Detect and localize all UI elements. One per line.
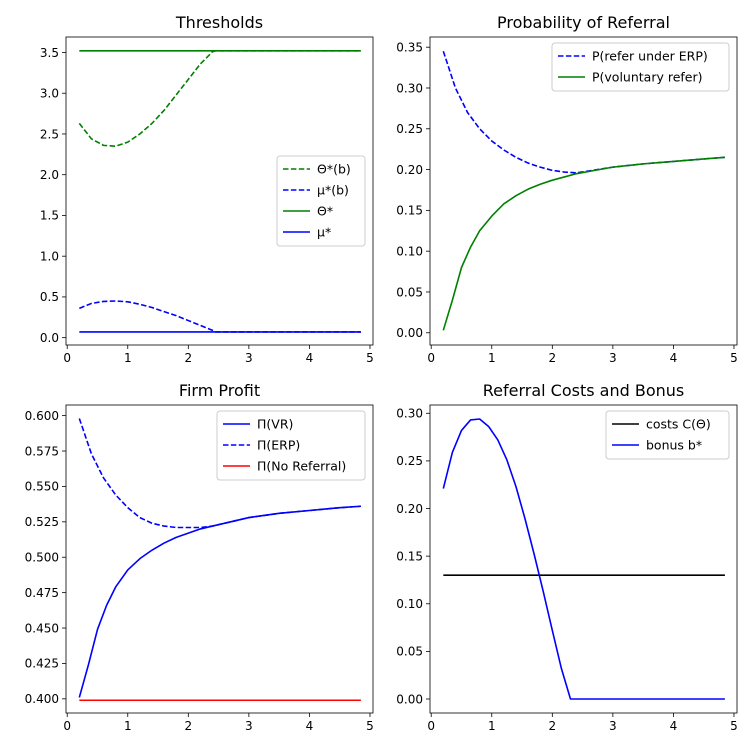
subplot-referral-costs-and-bonus: Referral Costs and Bonus 0 1 2 3 4 5 0.00 0.05 0…	[396, 381, 738, 733]
y-tick-label: 0.05	[396, 645, 423, 659]
x-tick-label: 3	[609, 719, 617, 733]
x-tick-label: 3	[245, 351, 253, 365]
y-tick-label: 0.400	[25, 692, 59, 706]
x-tick-label: 1	[124, 719, 132, 733]
chart-title: Thresholds	[175, 13, 263, 32]
y-tick-label: 0.600	[25, 409, 59, 423]
x-tick-label: 4	[306, 719, 314, 733]
axes-frame	[429, 36, 738, 346]
x-tick-label: 2	[184, 351, 192, 365]
x-tick-label: 3	[245, 719, 253, 733]
x-tick-label: 4	[670, 719, 678, 733]
legend-label: μ*(b)	[317, 183, 349, 198]
chart-title: Probability of Referral	[497, 13, 670, 32]
x-tick-label: 0	[427, 351, 435, 365]
y-tick-label: 0.05	[396, 285, 423, 299]
series-line-1	[78, 505, 361, 698]
x-tick-label: 5	[730, 351, 738, 365]
legend-label: Π(VR)	[257, 417, 293, 432]
legend-box	[605, 410, 730, 460]
series-line-2	[442, 156, 725, 331]
series-line-2	[78, 418, 361, 529]
legend-box	[276, 155, 366, 247]
y-tick-label: 0.525	[25, 515, 59, 529]
y-tick-label: 0.0	[40, 331, 59, 345]
subplot-firm-profit: Firm Profit 0 1 2 3 4 5 0.400 0.425 0.450 0.475 0.…	[25, 381, 374, 733]
legend-label: bonus b*	[646, 438, 702, 453]
legend-label: μ*	[317, 225, 331, 240]
y-tick-label: 0.475	[25, 586, 59, 600]
series-line-2	[442, 418, 725, 700]
chart-title: Referral Costs and Bonus	[483, 381, 685, 400]
subplot-thresholds: Thresholds 0 1 2 3 4 5 0.0 0.5 1.0 1.5 2.0 2.5 3.0 3.…	[40, 13, 374, 365]
legend-label: Θ*(b)	[317, 162, 351, 177]
legend: costs C(Θ) bonus b*	[605, 410, 730, 460]
y-tick-label: 0.500	[25, 551, 59, 565]
legend: P(refer under ERP) P(voluntary refer)	[551, 42, 730, 92]
y-tick-label: 0.25	[396, 454, 423, 468]
y-tick-label: 2.5	[40, 127, 59, 141]
y-tick-label: 0.20	[396, 163, 423, 177]
y-tick-label: 0.30	[396, 407, 423, 421]
x-tick-label: 5	[366, 719, 374, 733]
x-tick-label: 3	[609, 351, 617, 365]
y-tick-label: 0.550	[25, 480, 59, 494]
legend-box	[551, 42, 730, 92]
series-line-1	[78, 50, 361, 147]
legend-box	[216, 410, 366, 481]
x-tick-label: 5	[730, 719, 738, 733]
legend-label: P(voluntary refer)	[592, 70, 703, 85]
x-tick-label: 4	[306, 351, 314, 365]
y-tick-label: 0.575	[25, 444, 59, 458]
x-tick-label: 1	[488, 351, 496, 365]
legend: Θ*(b) μ*(b) Θ* μ*	[276, 155, 366, 247]
x-tick-label: 0	[427, 719, 435, 733]
y-tick-label: 0.5	[40, 290, 59, 304]
x-tick-label: 0	[63, 351, 71, 365]
legend: Π(VR) Π(ERP) Π(No Referral)	[216, 410, 366, 481]
x-tick-label: 4	[670, 351, 678, 365]
x-tick-label: 5	[366, 351, 374, 365]
x-tick-label: 2	[184, 719, 192, 733]
axes-frame	[429, 404, 738, 714]
y-tick-label: 0.10	[396, 244, 423, 258]
series-line-2	[79, 300, 361, 333]
y-tick-label: 0.00	[396, 692, 423, 706]
axes-frame	[65, 404, 374, 714]
y-tick-label: 0.450	[25, 621, 59, 635]
legend-label: costs C(Θ)	[646, 417, 711, 432]
legend-label: Π(ERP)	[257, 438, 300, 453]
y-tick-label: 0.20	[396, 502, 423, 516]
y-tick-label: 0.25	[396, 122, 423, 136]
y-tick-label: 2.0	[40, 168, 59, 182]
y-tick-label: 0.425	[25, 657, 59, 671]
subplot-probability-of-referral: Probability of Referral 0 1 2 3 4 5 0.00 0.05 0.…	[396, 13, 738, 365]
y-tick-label: 1.5	[40, 209, 59, 223]
y-tick-label: 0.15	[396, 549, 423, 563]
y-tick-label: 3.0	[40, 87, 59, 101]
legend-label: Θ*	[317, 204, 333, 219]
y-tick-label: 0.30	[396, 81, 423, 95]
y-tick-label: 0.00	[396, 326, 423, 340]
x-tick-label: 0	[63, 719, 71, 733]
axes-frame	[65, 36, 374, 346]
legend-label: Π(No Referral)	[257, 459, 346, 474]
y-tick-label: 1.0	[40, 249, 59, 263]
y-tick-label: 0.35	[396, 40, 423, 54]
chart-title: Firm Profit	[179, 381, 260, 400]
x-tick-label: 1	[488, 719, 496, 733]
legend-label: P(refer under ERP)	[592, 49, 708, 64]
y-tick-label: 0.10	[396, 597, 423, 611]
x-tick-label: 2	[548, 351, 556, 365]
x-tick-label: 1	[124, 351, 132, 365]
x-tick-label: 2	[548, 719, 556, 733]
y-tick-label: 0.15	[396, 204, 423, 218]
y-tick-label: 3.5	[40, 46, 59, 60]
